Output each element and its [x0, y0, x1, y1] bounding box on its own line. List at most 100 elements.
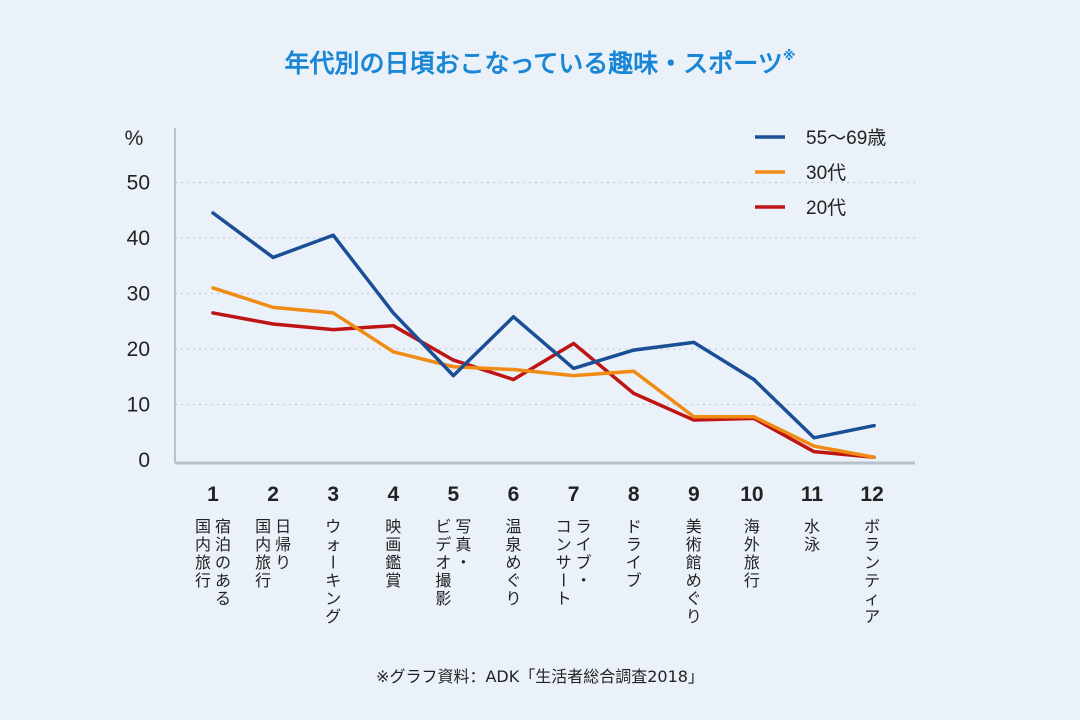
data-point: [572, 374, 576, 378]
category-number: 3: [327, 483, 339, 506]
category-label-char: 宿: [215, 517, 231, 536]
data-point: [331, 311, 335, 315]
category-label-char: グ: [325, 607, 341, 626]
category-label-char: ィ: [864, 589, 880, 608]
category-label: ライブ・: [576, 517, 592, 590]
legend-label: 30代: [806, 162, 846, 184]
category-label-char: ー: [554, 572, 573, 588]
y-tick-label: 50: [127, 172, 150, 195]
category-number: 12: [860, 483, 883, 506]
category-label-char: る: [215, 589, 231, 608]
data-point: [812, 444, 816, 448]
category-label-char: 泊: [215, 535, 231, 554]
source-note: ※グラフ資料：ADK「生活者総合調査2018」: [376, 667, 704, 686]
category-number: 6: [508, 483, 520, 506]
category-label-char: ン: [325, 589, 341, 608]
data-point: [391, 350, 395, 354]
category-label-char: 行: [255, 571, 271, 590]
category-label-char: 行: [195, 571, 211, 590]
y-tick-label: 20: [127, 338, 150, 361]
category-label-char: 泉: [505, 535, 521, 554]
category-label-char: 水: [804, 517, 820, 536]
category-label-char: ぐ: [686, 589, 702, 608]
data-point: [511, 367, 516, 372]
data-point: [391, 311, 395, 315]
data-point: [211, 286, 215, 290]
chart-title-mark: ※: [783, 49, 796, 64]
category-label-char: 内: [195, 535, 211, 554]
category-label-char: 影: [435, 589, 451, 608]
category-label-char: 画: [385, 535, 401, 554]
data-point: [451, 358, 455, 362]
category-label-char: り: [505, 589, 521, 608]
category-label-char: ウ: [325, 517, 341, 536]
data-point: [211, 311, 215, 315]
category-label-char: ア: [864, 607, 880, 626]
series-line: [211, 311, 876, 459]
category-label-char: 真: [455, 535, 471, 554]
category-label-char: ン: [864, 553, 880, 572]
data-point: [211, 211, 215, 215]
category-label-char: 賞: [385, 571, 401, 590]
category-label-char: 館: [686, 553, 702, 572]
category-label-char: 日: [275, 517, 291, 536]
data-point: [572, 341, 576, 346]
category-label-char: ボ: [864, 517, 880, 536]
data-point: [511, 377, 516, 382]
data-point: [692, 340, 696, 344]
category-label-char: 海: [744, 517, 760, 536]
category-label-char: 泳: [804, 535, 820, 554]
data-point: [451, 365, 455, 369]
category-label-char: オ: [435, 553, 451, 572]
category-label-char: 行: [744, 571, 760, 590]
legend-label: 55〜69歳: [806, 127, 886, 149]
data-point: [271, 322, 275, 326]
category-label-char: イ: [626, 553, 642, 572]
category-label-char: 鑑: [385, 553, 401, 572]
category-label-char: ラ: [626, 535, 642, 554]
y-unit-label: %: [125, 127, 144, 150]
category-label-char: ブ: [576, 553, 592, 572]
data-point: [632, 391, 636, 395]
category-number: 9: [688, 483, 700, 506]
category-label-char: 内: [255, 535, 271, 554]
category-label-char: め: [505, 553, 521, 572]
category-label-char: 美: [686, 517, 702, 536]
category-label-char: ー: [323, 554, 342, 570]
category-number: 1: [207, 483, 219, 506]
category-label-char: キ: [325, 571, 341, 590]
category-label-char: 国: [195, 517, 211, 536]
data-point: [572, 366, 576, 371]
category-label-char: め: [686, 571, 702, 590]
data-point: [872, 455, 876, 459]
category-label-char: コ: [556, 517, 572, 536]
category-number: 7: [568, 483, 580, 506]
category-label-char: ・: [576, 571, 592, 590]
category-label-char: ラ: [576, 517, 592, 536]
legend-label: 20代: [806, 197, 846, 219]
data-point: [812, 450, 816, 454]
category-label: 写真・: [455, 517, 471, 572]
category-label: 水泳: [804, 517, 820, 554]
data-point: [632, 369, 636, 373]
category-label-char: 帰: [275, 535, 291, 554]
category-number: 4: [387, 483, 399, 506]
data-point: [872, 423, 876, 428]
y-tick-label: 40: [127, 227, 150, 250]
y-tick-labels: 0 10 20 30 40 50: [127, 172, 150, 473]
category-label-char: ン: [556, 535, 572, 554]
category-label-char: テ: [864, 571, 880, 590]
category-label-char: 映: [385, 517, 401, 536]
y-tick-label: 30: [127, 283, 150, 306]
category-label-char: ォ: [325, 535, 341, 554]
category-label-char: ・: [455, 553, 471, 572]
category-label-char: 術: [686, 535, 702, 554]
data-point: [451, 374, 455, 378]
data-point: [692, 415, 696, 419]
